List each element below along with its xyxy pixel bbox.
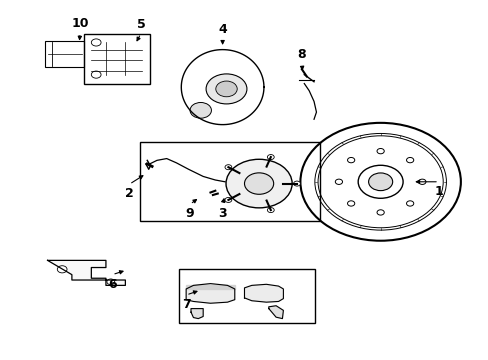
Text: 8: 8	[297, 48, 305, 61]
Polygon shape	[268, 306, 283, 319]
Circle shape	[225, 159, 291, 208]
Circle shape	[347, 201, 354, 206]
Circle shape	[205, 74, 246, 104]
Circle shape	[376, 210, 384, 215]
Circle shape	[406, 201, 413, 206]
Polygon shape	[191, 309, 203, 319]
Circle shape	[224, 165, 231, 170]
Text: 6: 6	[108, 278, 116, 291]
Circle shape	[57, 266, 67, 273]
Circle shape	[368, 173, 392, 191]
Text: 4: 4	[218, 23, 226, 36]
Circle shape	[215, 81, 237, 97]
Circle shape	[267, 208, 274, 212]
Circle shape	[347, 157, 354, 163]
Polygon shape	[244, 284, 283, 302]
Circle shape	[107, 279, 115, 285]
Bar	[179, 269, 314, 323]
Circle shape	[244, 173, 273, 194]
Circle shape	[91, 39, 101, 46]
Polygon shape	[186, 284, 234, 303]
Circle shape	[293, 181, 300, 186]
Text: 2: 2	[124, 187, 133, 200]
Polygon shape	[186, 285, 234, 289]
Text: 9: 9	[185, 207, 194, 220]
Circle shape	[190, 103, 211, 118]
Polygon shape	[47, 260, 125, 285]
Circle shape	[224, 197, 231, 202]
Circle shape	[376, 148, 384, 154]
Circle shape	[406, 157, 413, 163]
Circle shape	[267, 154, 274, 159]
Text: 1: 1	[434, 185, 443, 198]
Bar	[140, 143, 319, 221]
Circle shape	[335, 179, 342, 184]
Text: 7: 7	[182, 298, 190, 311]
Circle shape	[418, 179, 425, 184]
Text: 10: 10	[71, 17, 89, 30]
Text: 5: 5	[136, 18, 145, 31]
Text: 3: 3	[218, 207, 226, 220]
Circle shape	[91, 71, 101, 78]
